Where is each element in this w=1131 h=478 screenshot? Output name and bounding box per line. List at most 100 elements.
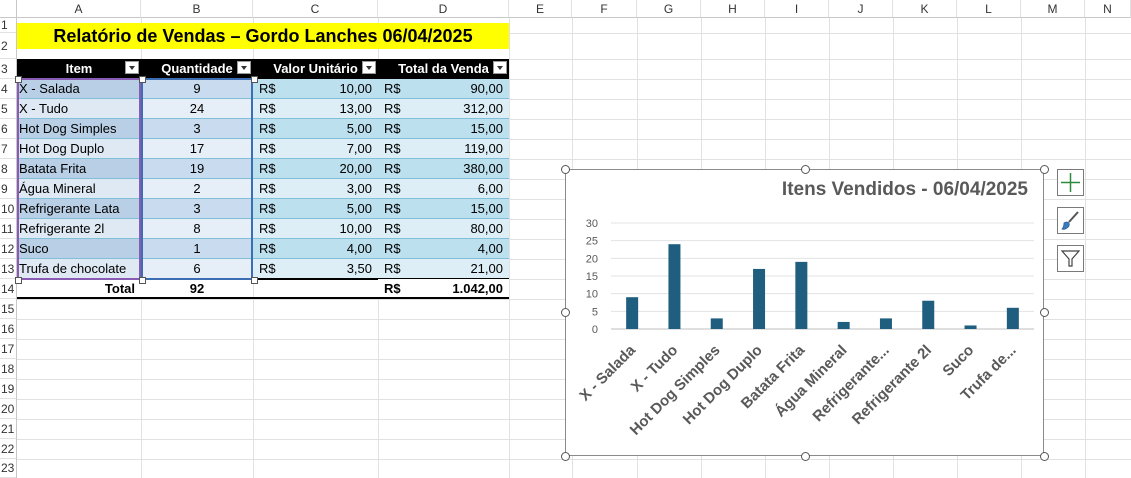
unit-price-cell[interactable]: R$ 7,00: [253, 139, 378, 159]
row-header-5[interactable]: 5: [0, 99, 17, 119]
column-header-b[interactable]: B: [141, 0, 253, 18]
total-quantity[interactable]: 92: [141, 279, 253, 299]
quantity-cell[interactable]: 3: [141, 119, 253, 139]
row-header-18[interactable]: 18: [0, 359, 17, 379]
filter-dropdown-button[interactable]: [493, 61, 507, 74]
selection-handle[interactable]: [15, 76, 22, 83]
total-sale-cell[interactable]: R$ 6,00: [378, 179, 509, 199]
row-header-10[interactable]: 10: [0, 199, 17, 219]
filter-dropdown-button[interactable]: [237, 61, 251, 74]
row-header-15[interactable]: 15: [0, 299, 17, 319]
unit-price-cell[interactable]: R$ 3,50: [253, 259, 378, 279]
chart-resize-handle[interactable]: [1040, 452, 1049, 461]
selection-handle[interactable]: [251, 277, 258, 284]
table-header-4[interactable]: Total da Venda: [378, 59, 509, 79]
chart-resize-handle[interactable]: [1040, 165, 1049, 174]
filter-dropdown-button[interactable]: [362, 61, 376, 74]
row-header-23[interactable]: 23: [0, 459, 17, 478]
total-sale-cell[interactable]: R$ 15,00: [378, 199, 509, 219]
table-header-3[interactable]: Valor Unitário: [253, 59, 378, 79]
row-header-9[interactable]: 9: [0, 179, 17, 199]
total-sale-sum[interactable]: R$ 1.042,00: [378, 279, 509, 299]
quantity-cell[interactable]: 6: [141, 259, 253, 279]
chart-resize-handle[interactable]: [801, 165, 810, 174]
column-header-m[interactable]: M: [1021, 0, 1085, 18]
chart-resize-handle[interactable]: [561, 452, 570, 461]
item-cell[interactable]: Refrigerante Lata: [17, 199, 141, 219]
unit-price-cell[interactable]: R$ 4,00: [253, 239, 378, 259]
unit-price-cell[interactable]: R$ 13,00: [253, 99, 378, 119]
column-header-f[interactable]: F: [572, 0, 637, 18]
row-header-22[interactable]: 22: [0, 439, 17, 459]
column-header-e[interactable]: E: [509, 0, 572, 18]
row-header-16[interactable]: 16: [0, 319, 17, 339]
column-header-i[interactable]: I: [765, 0, 829, 18]
select-all-corner[interactable]: [0, 0, 17, 18]
chart-resize-handle[interactable]: [801, 452, 810, 461]
quantity-cell[interactable]: 19: [141, 159, 253, 179]
selection-handle[interactable]: [15, 277, 22, 284]
row-header-1[interactable]: 1: [0, 18, 17, 33]
item-cell[interactable]: Suco: [17, 239, 141, 259]
column-header-g[interactable]: G: [637, 0, 701, 18]
total-sale-cell[interactable]: R$ 4,00: [378, 239, 509, 259]
row-header-17[interactable]: 17: [0, 339, 17, 359]
selection-handle[interactable]: [139, 277, 146, 284]
row-header-3[interactable]: 3: [0, 59, 17, 79]
row-header-21[interactable]: 21: [0, 419, 17, 439]
unit-price-cell[interactable]: R$ 20,00: [253, 159, 378, 179]
quantity-cell[interactable]: 9: [141, 79, 253, 99]
total-sale-cell[interactable]: R$ 119,00: [378, 139, 509, 159]
column-header-n[interactable]: N: [1085, 0, 1131, 18]
row-header-11[interactable]: 11: [0, 219, 17, 239]
row-header-13[interactable]: 13: [0, 259, 17, 279]
quantity-cell[interactable]: 17: [141, 139, 253, 159]
chart-styles-button[interactable]: [1057, 207, 1084, 234]
item-cell[interactable]: Refrigerante 2l: [17, 219, 141, 239]
item-cell[interactable]: Hot Dog Simples: [17, 119, 141, 139]
report-title[interactable]: Relatório de Vendas – Gordo Lanches 06/0…: [17, 23, 509, 49]
total-sale-cell[interactable]: R$ 80,00: [378, 219, 509, 239]
selection-handle[interactable]: [139, 76, 146, 83]
column-header-j[interactable]: J: [829, 0, 893, 18]
filter-dropdown-button[interactable]: [125, 61, 139, 74]
quantity-cell[interactable]: 3: [141, 199, 253, 219]
total-sale-cell[interactable]: R$ 15,00: [378, 119, 509, 139]
total-sale-cell[interactable]: R$ 380,00: [378, 159, 509, 179]
chart-resize-handle[interactable]: [561, 308, 570, 317]
unit-price-cell[interactable]: R$ 10,00: [253, 79, 378, 99]
total-label[interactable]: Total: [17, 279, 141, 299]
table-header-1[interactable]: Item: [17, 59, 141, 79]
total-sale-cell[interactable]: R$ 90,00: [378, 79, 509, 99]
total-sale-cell[interactable]: R$ 312,00: [378, 99, 509, 119]
chart-resize-handle[interactable]: [561, 165, 570, 174]
unit-price-cell[interactable]: R$ 10,00: [253, 219, 378, 239]
quantity-cell[interactable]: 1: [141, 239, 253, 259]
item-cell[interactable]: Batata Frita: [17, 159, 141, 179]
unit-price-cell[interactable]: R$ 5,00: [253, 119, 378, 139]
row-header-2[interactable]: 2: [0, 33, 17, 59]
item-cell[interactable]: X - Tudo: [17, 99, 141, 119]
row-header-6[interactable]: 6: [0, 119, 17, 139]
add-chart-element-button[interactable]: [1057, 169, 1084, 196]
selection-handle[interactable]: [251, 76, 258, 83]
quantity-cell[interactable]: 2: [141, 179, 253, 199]
total-sale-cell[interactable]: R$ 21,00: [378, 259, 509, 279]
column-header-a[interactable]: A: [17, 0, 141, 18]
column-header-c[interactable]: C: [253, 0, 378, 18]
row-header-14[interactable]: 14: [0, 279, 17, 299]
row-header-20[interactable]: 20: [0, 399, 17, 419]
row-header-19[interactable]: 19: [0, 379, 17, 399]
row-header-12[interactable]: 12: [0, 239, 17, 259]
item-cell[interactable]: X - Salada: [17, 79, 141, 99]
row-header-8[interactable]: 8: [0, 159, 17, 179]
item-cell[interactable]: Hot Dog Duplo: [17, 139, 141, 159]
chart-resize-handle[interactable]: [1040, 308, 1049, 317]
quantity-cell[interactable]: 8: [141, 219, 253, 239]
row-header-4[interactable]: 4: [0, 79, 17, 99]
column-header-l[interactable]: L: [957, 0, 1021, 18]
column-header-d[interactable]: D: [378, 0, 509, 18]
item-cell[interactable]: Água Mineral: [17, 179, 141, 199]
chart-filters-button[interactable]: [1057, 245, 1084, 272]
column-header-k[interactable]: K: [893, 0, 957, 18]
